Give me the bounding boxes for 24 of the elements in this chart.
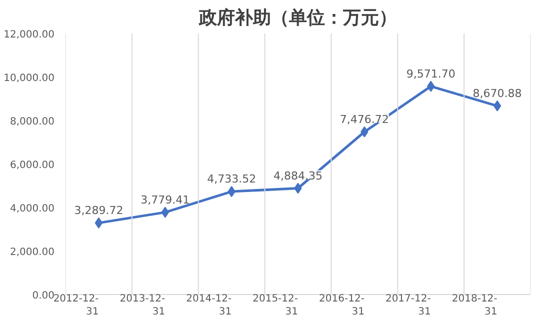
x-tick-label: 2014-12-31	[186, 293, 232, 318]
data-label: 4,733.52	[207, 172, 256, 186]
x-tick-label: 2016-12-31	[319, 293, 365, 318]
data-label: 4,884.35	[274, 169, 322, 182]
data-label: 7,476.72	[340, 112, 389, 126]
data-label: 9,571.70	[406, 67, 456, 80]
y-tick-label: 12,000.00	[4, 30, 55, 40]
data-label: 8,670.88	[472, 86, 522, 100]
y-tick-label: 4,000.00	[10, 204, 54, 214]
x-tick-label: 2018-12-31	[452, 293, 498, 318]
y-tick-label: 2,000.00	[10, 247, 54, 258]
point	[493, 100, 502, 112]
y-tick-label: 8,000.00	[10, 116, 54, 128]
y-tick-label: 0.00	[32, 290, 54, 302]
y-tick-label: 6,000.00	[10, 160, 54, 171]
data-label: 3,779.41	[140, 193, 190, 206]
chart-title: 政府补助（单位：万元）	[198, 8, 397, 28]
x-tick-label: 2013-12-31	[120, 293, 166, 318]
x-tick-label: 2017-12-31	[385, 293, 432, 318]
point	[94, 217, 103, 228]
y-tick-label: 10,000.00	[4, 73, 55, 84]
data-label: 3,289.72	[74, 204, 124, 217]
x-tick-label: 2012-12-31	[53, 293, 100, 318]
x-tick-label: 2015-12-31	[252, 293, 298, 318]
